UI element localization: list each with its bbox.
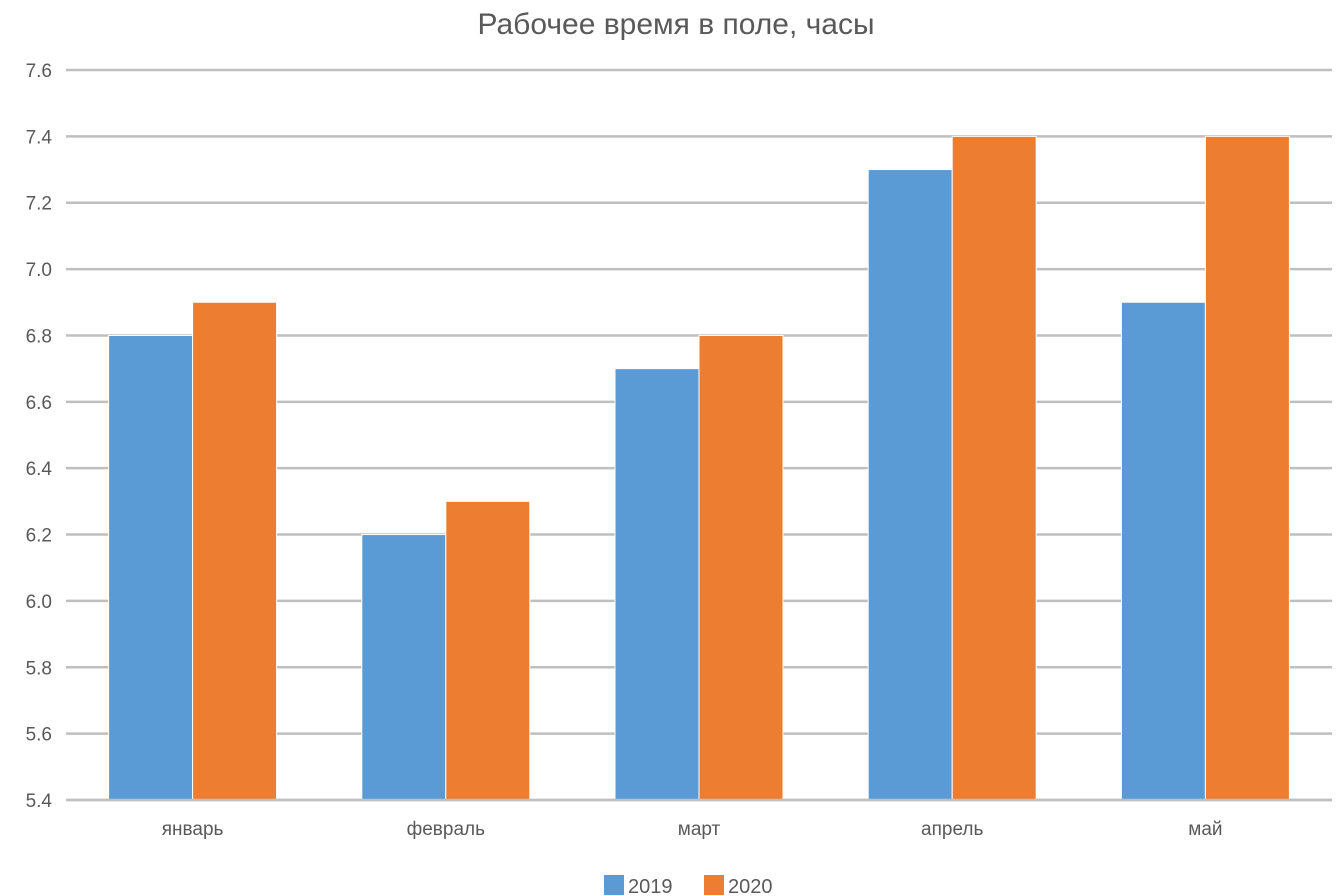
- legend-swatch-2019: [604, 875, 624, 895]
- x-category-label: март: [678, 819, 721, 840]
- legend: 2019 2020: [604, 875, 773, 896]
- y-tick-label: 7.6: [26, 61, 52, 82]
- y-tick-label: 5.6: [26, 725, 52, 746]
- y-tick-label: 6.8: [26, 326, 52, 347]
- y-tick-label: 7.2: [26, 194, 52, 215]
- y-tick-label: 6.4: [26, 459, 53, 480]
- bar-2020-1: [445, 500, 531, 801]
- bar-2020-2: [698, 334, 784, 801]
- legend-label: 2020: [728, 876, 773, 896]
- y-tick-label: 5.4: [26, 791, 53, 812]
- x-category-label: май: [1188, 819, 1222, 840]
- bar-2019-1: [361, 534, 447, 801]
- bars: [66, 135, 1332, 802]
- legend-swatch-2020: [704, 875, 724, 895]
- x-category-label: январь: [162, 819, 224, 840]
- bar-2019-3: [867, 169, 953, 801]
- x-category-label: апрель: [921, 819, 983, 840]
- bar-2020-0: [192, 301, 278, 801]
- bar-2019-0: [108, 334, 194, 801]
- legend-label: 2019: [628, 876, 673, 896]
- y-tick-label: 6.6: [26, 393, 52, 414]
- y-tick-label: 7.0: [26, 260, 52, 281]
- bar-2020-3: [951, 135, 1037, 801]
- y-tick-label: 5.8: [26, 658, 52, 679]
- y-axis-ticks: 5.4 5.6 5.8 6.0 6.2 6.4 6.6 6.8 7.0 7.2 7.4 7.6: [26, 61, 53, 812]
- x-category-label: февраль: [407, 819, 486, 840]
- bar-2020-4: [1204, 135, 1290, 801]
- x-axis-categories: январь февраль март апрель май: [162, 819, 1223, 840]
- chart-title: Рабочее время в поле, часы: [477, 8, 874, 41]
- bar-2019-2: [614, 368, 700, 801]
- bar-2019-4: [1120, 301, 1206, 801]
- y-tick-label: 6.2: [26, 526, 52, 547]
- y-tick-label: 7.4: [26, 127, 53, 148]
- y-tick-label: 6.0: [26, 592, 52, 613]
